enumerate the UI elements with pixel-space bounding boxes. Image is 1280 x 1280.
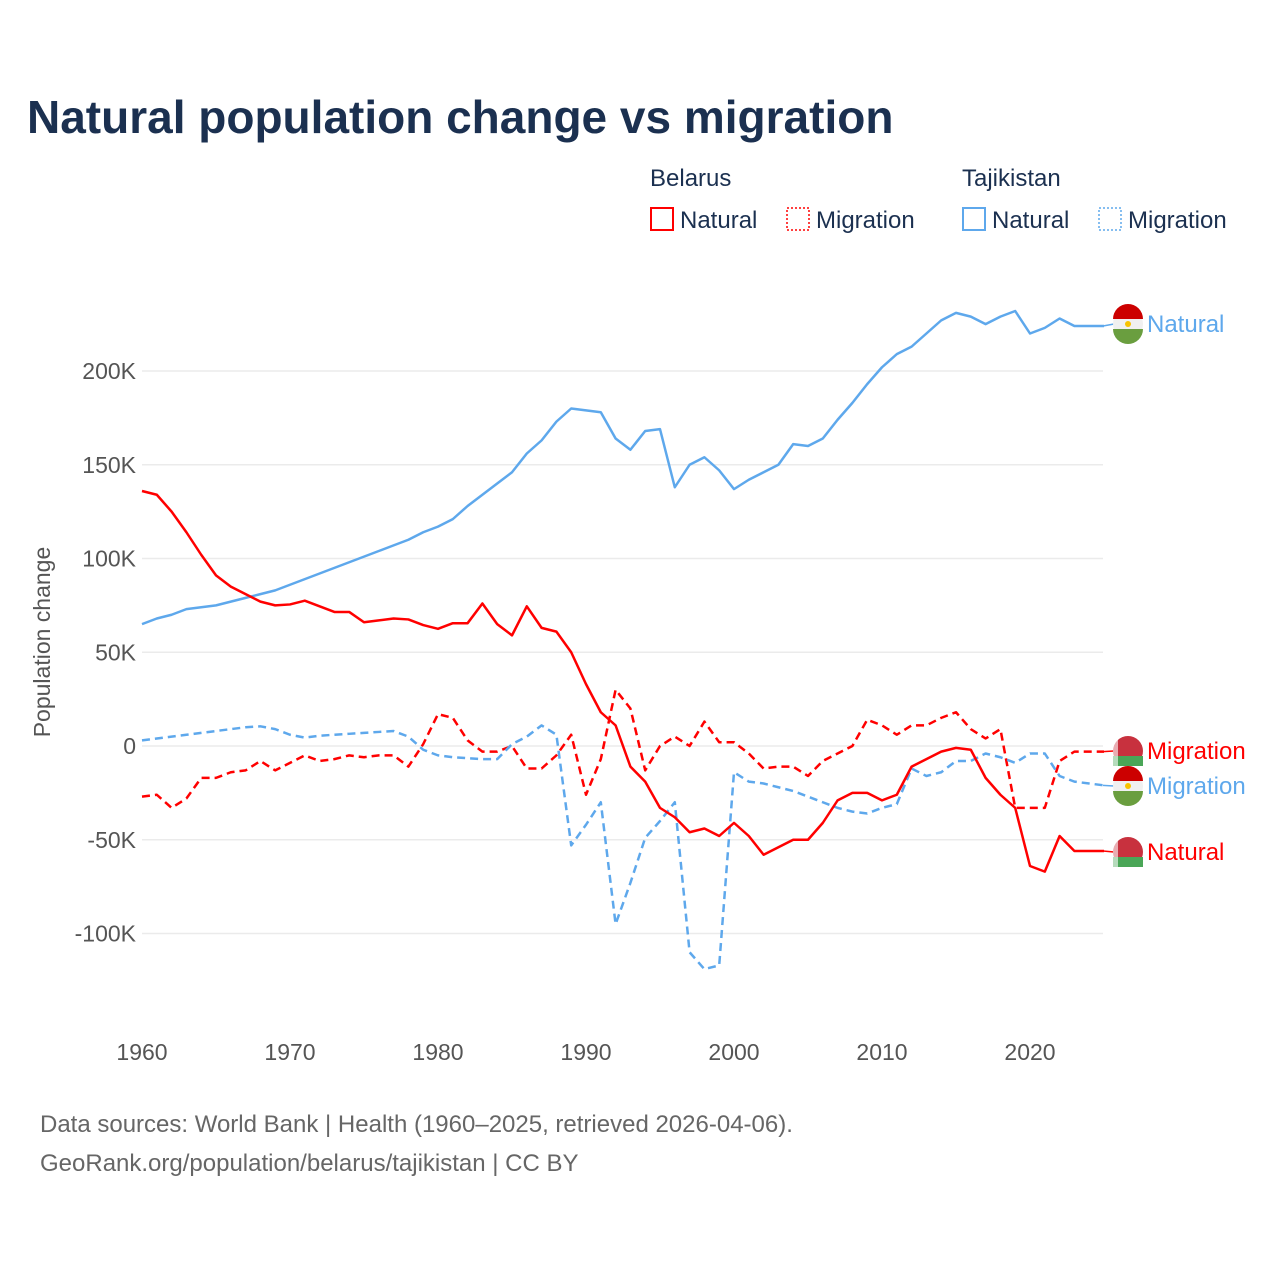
end-label-connector	[1102, 323, 1115, 327]
series-lines	[141, 309, 1105, 971]
legend-label: Migration	[816, 207, 915, 234]
footer-link[interactable]: GeoRank.org/population/belarus/tajikista…	[40, 1150, 579, 1177]
legend-group-title: Belarus	[650, 165, 731, 192]
x-tick-label: 2020	[1004, 1039, 1055, 1065]
series-line-belarus-natural	[141, 489, 1104, 873]
x-tick-label: 1970	[264, 1039, 315, 1065]
series-line-tajikistan-natural	[141, 309, 1104, 626]
tajikistan-flag-icon	[1113, 766, 1143, 806]
legend-swatch	[786, 207, 810, 231]
legend-group-title: Tajikistan	[962, 165, 1061, 192]
end-label: Natural	[1147, 311, 1224, 338]
end-label: Migration	[1147, 773, 1246, 800]
series-line-tajikistan-migration	[141, 724, 1105, 971]
legend-item[interactable]: Migration	[1098, 207, 1227, 234]
legend-item[interactable]: Natural	[650, 207, 757, 234]
legend-item[interactable]: Natural	[962, 207, 1069, 234]
y-axis: 200K 150K 100K 50K 0 -50K -100K	[75, 358, 137, 947]
legend-swatch	[650, 207, 674, 231]
y-tick-label: 200K	[82, 358, 136, 384]
x-tick-label: 1980	[412, 1039, 463, 1065]
end-label: Migration	[1147, 738, 1246, 765]
chart-title: Natural population change vs migration	[27, 91, 893, 143]
legend-item[interactable]: Migration	[786, 207, 915, 234]
y-tick-label: -50K	[87, 827, 136, 853]
y-tick-label: -100K	[75, 921, 137, 947]
end-label-connector	[1102, 784, 1115, 787]
y-tick-label: 0	[123, 733, 136, 759]
legend-label: Natural	[992, 207, 1069, 234]
tajikistan-flag-icon	[1113, 304, 1143, 344]
y-tick-label: 50K	[95, 639, 137, 665]
y-axis-label: Population change	[29, 547, 55, 738]
end-label-connector	[1102, 750, 1115, 753]
end-label-connector	[1102, 850, 1115, 853]
legend-swatch	[1098, 207, 1122, 231]
y-tick-label: 150K	[82, 452, 136, 478]
x-tick-label: 1960	[116, 1039, 167, 1065]
series-line-belarus-migration	[141, 688, 1104, 810]
grid	[142, 370, 1103, 935]
x-tick-label: 2000	[708, 1039, 759, 1065]
belarus-flag-icon	[1113, 736, 1143, 766]
legend: Belarus Natural Migration Tajikistan Natural…	[650, 165, 1227, 234]
legend-label: Migration	[1128, 207, 1227, 234]
x-tick-label: 1990	[560, 1039, 611, 1065]
x-axis: 1960 1970 1980 1990 2000 2010 2020	[116, 1039, 1055, 1065]
end-labels: Natural Migration Migration Natural	[1102, 304, 1246, 867]
y-tick-label: 100K	[82, 546, 136, 572]
x-tick-label: 2010	[856, 1039, 907, 1065]
legend-label: Natural	[680, 207, 757, 234]
belarus-flag-icon	[1113, 837, 1143, 867]
end-label: Natural	[1147, 839, 1224, 866]
footer-source: Data sources: World Bank | Health (1960–…	[40, 1111, 793, 1138]
legend-swatch	[962, 207, 986, 231]
